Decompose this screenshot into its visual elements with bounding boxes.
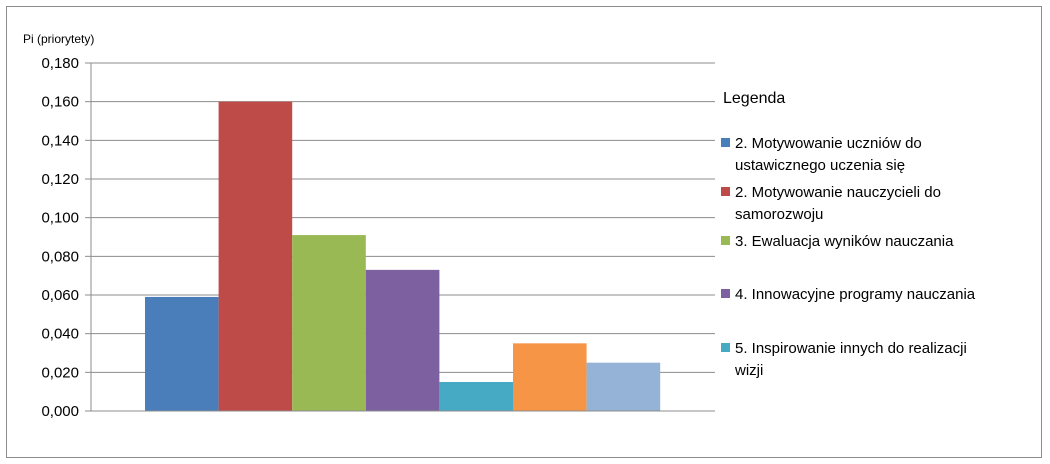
- y-tick-label: 0,020: [41, 364, 79, 381]
- legend-swatch: [721, 236, 730, 245]
- y-axis-label: Pi (priorytety): [23, 32, 94, 46]
- legend-label: 5. Inspirowanie innych do realizacji wizj…: [734, 340, 967, 379]
- y-tick-label: 0,060: [41, 287, 79, 304]
- bar: [218, 101, 293, 412]
- bar: [439, 382, 513, 411]
- bar: [292, 235, 366, 411]
- legend-label: 4. Innowacyjne programy nauczania: [735, 286, 976, 303]
- legend-swatch: [721, 187, 730, 196]
- bar: [513, 343, 587, 411]
- y-tick-label: 0,040: [41, 326, 79, 343]
- y-tick-label: 0,140: [41, 132, 79, 149]
- legend-label: 2. Motywowanie nauczycieli do samorozwoju: [735, 184, 941, 223]
- y-tick-label: 0,180: [41, 55, 79, 72]
- legend-label: 3. Ewaluacja wyników nauczania: [735, 233, 954, 250]
- legend-swatch: [721, 138, 730, 147]
- y-tick-label: 0,160: [41, 94, 79, 111]
- chart-frame: 0,000 0,020 0,040 0,060 0,080 0,100 0,120 0,140…: [6, 6, 1042, 458]
- legend-label: 2. Motywowanie uczniów do ustawicznego uc…: [735, 135, 922, 174]
- legend-swatch: [721, 343, 730, 352]
- legend-swatch: [721, 289, 730, 298]
- y-tick-label: 0,080: [41, 248, 79, 265]
- y-tick-label: 0,120: [41, 171, 79, 188]
- bar: [365, 269, 440, 411]
- y-tick-label: 0,100: [41, 210, 79, 227]
- bar: [586, 362, 661, 411]
- bar-chart: 0,000 0,020 0,040 0,060 0,080 0,100 0,120 0,140…: [23, 32, 976, 420]
- y-tick-label: 0,000: [41, 403, 79, 420]
- bar: [145, 296, 219, 411]
- legend-title: Legenda: [723, 90, 785, 107]
